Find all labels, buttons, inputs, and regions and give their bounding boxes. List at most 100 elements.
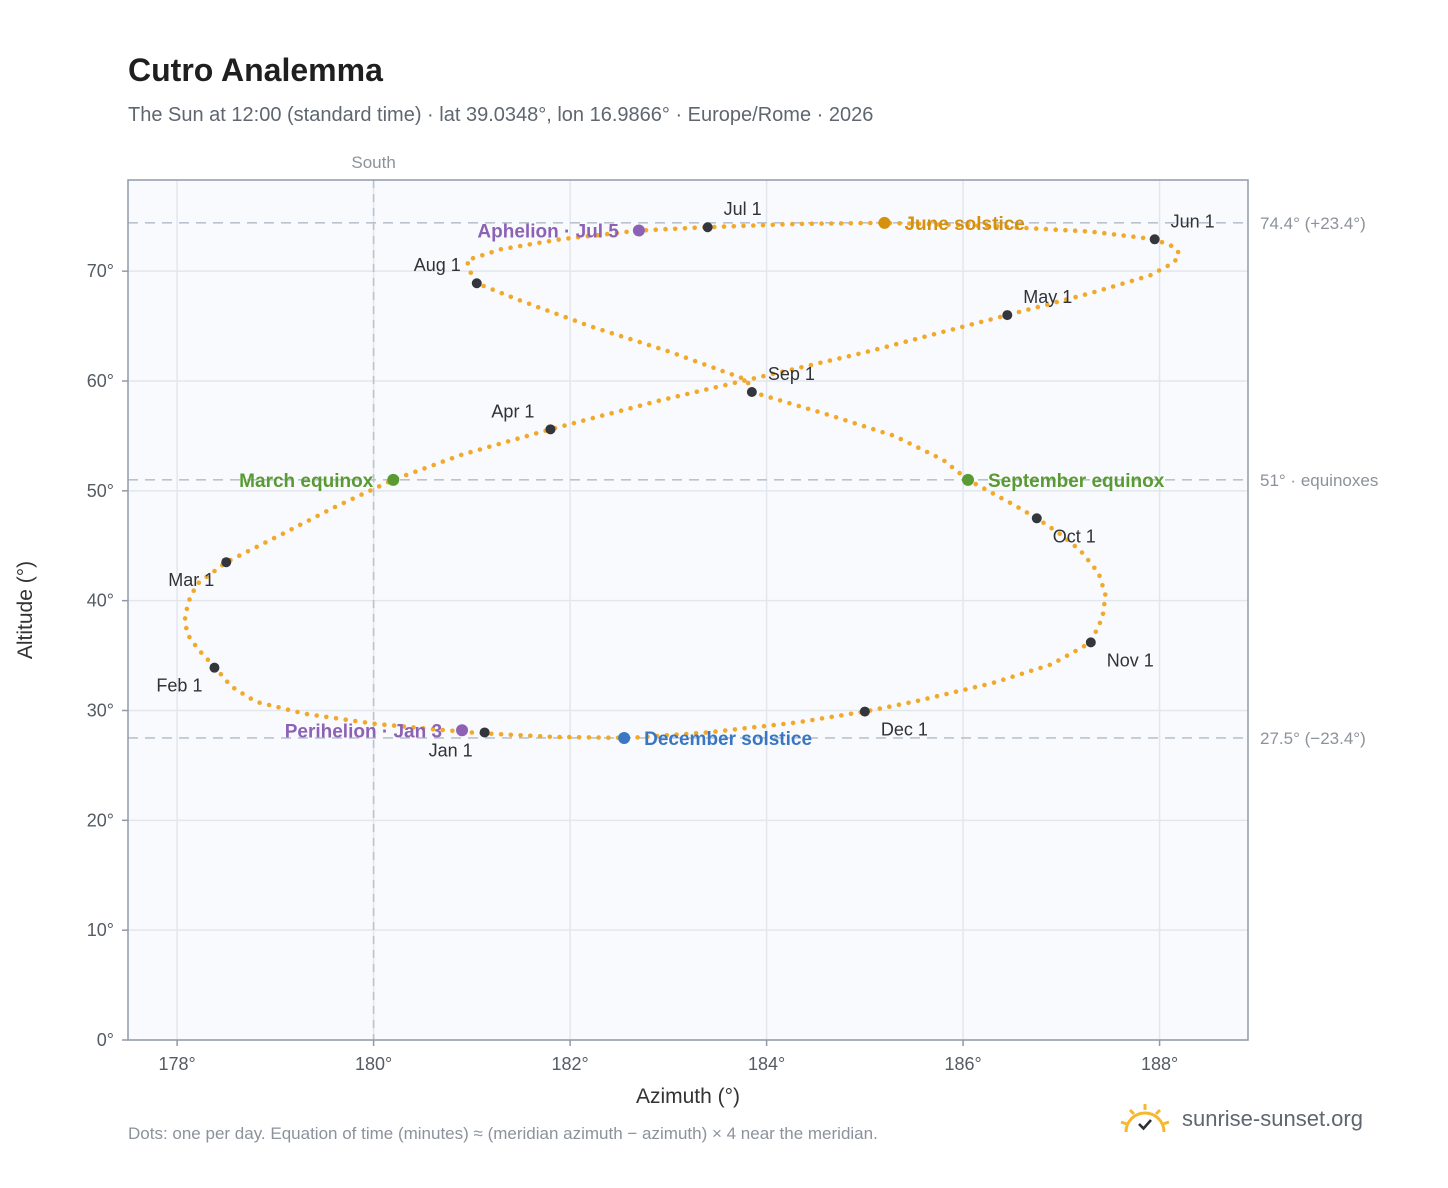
- day-dot: [751, 223, 756, 228]
- chart-footnote: Dots: one per day. Equation of time (min…: [128, 1124, 878, 1143]
- day-dot: [468, 270, 474, 276]
- day-dot: [955, 222, 961, 228]
- day-dot: [1173, 258, 1178, 263]
- day-dot: [761, 723, 767, 729]
- day-dot: [713, 385, 719, 390]
- day-dot: [915, 698, 921, 704]
- day-dot: [266, 702, 272, 708]
- event-label: March equinox: [239, 471, 374, 492]
- day-dot: [925, 696, 930, 701]
- day-dot: [240, 691, 245, 696]
- day-dot: [877, 706, 883, 711]
- event-label: Aphelion · Jul 5: [477, 222, 619, 243]
- day-dot: [628, 336, 633, 342]
- day-dot: [224, 679, 230, 684]
- day-dot: [770, 371, 776, 377]
- day-dot: [1035, 304, 1041, 310]
- y-tick-label: 10°: [87, 920, 114, 940]
- day-dot: [997, 314, 1003, 320]
- day-dot: [572, 318, 578, 323]
- reference-line-label: 74.4° (+23.4°): [1260, 214, 1366, 233]
- day-dot: [546, 238, 552, 244]
- day-dot: [218, 671, 224, 677]
- day-dot: [1100, 582, 1105, 588]
- day-dot: [1081, 643, 1087, 649]
- day-dot: [692, 225, 697, 231]
- day-dot: [665, 348, 670, 354]
- day-dot: [191, 588, 196, 593]
- x-tick-label: 188°: [1141, 1054, 1178, 1074]
- day-dot: [1092, 229, 1097, 235]
- y-axis-title: Altitude (°): [14, 561, 37, 659]
- day-dot: [1129, 278, 1135, 284]
- day-dot: [637, 339, 642, 345]
- day-dot: [796, 403, 802, 409]
- day-dot: [742, 378, 747, 383]
- day-dot: [618, 333, 624, 339]
- month-label: Jul 1: [724, 199, 762, 219]
- day-dot: [581, 321, 587, 327]
- day-dot: [205, 657, 211, 662]
- day-dot: [537, 734, 543, 739]
- day-dot: [950, 327, 956, 332]
- day-dot: [751, 376, 757, 381]
- day-dot: [953, 689, 959, 694]
- day-dot: [359, 492, 364, 497]
- day-dot: [508, 732, 514, 738]
- day-dot: [1049, 525, 1054, 531]
- day-dot: [600, 327, 605, 333]
- day-dot: [664, 733, 670, 738]
- day-dot: [856, 351, 861, 357]
- day-dot: [618, 408, 624, 414]
- day-dot: [1024, 225, 1029, 231]
- x-axis-title: Azimuth (°): [636, 1085, 740, 1108]
- day-dot: [880, 429, 885, 435]
- day-dot: [1103, 592, 1108, 597]
- plot-frame: [127, 179, 1249, 1041]
- day-dot: [324, 714, 329, 720]
- day-dot: [742, 726, 747, 731]
- day-dot: [1120, 281, 1125, 287]
- day-dot: [527, 242, 533, 247]
- sun-logo-icon: [1120, 1104, 1170, 1133]
- day-dot: [1072, 543, 1078, 549]
- day-dot: [280, 531, 286, 536]
- day-dot: [704, 387, 709, 392]
- month-markers: Jan 1 Feb 1 Mar 1 Apr 1 May 1 Jun 1 Jul 1 Aug 1…: [156, 199, 1214, 760]
- day-dot: [413, 469, 418, 475]
- day-dot: [614, 230, 620, 236]
- day-dot: [449, 456, 455, 461]
- day-dot: [372, 721, 377, 727]
- day-dot: [1175, 249, 1181, 255]
- day-dot: [1110, 284, 1116, 289]
- day-dot: [590, 324, 596, 330]
- day-dot: [1038, 665, 1043, 671]
- day-dot: [656, 345, 661, 351]
- day-dot: [196, 580, 202, 585]
- event-marker: [962, 473, 974, 486]
- day-dot: [533, 431, 539, 436]
- day-dot: [609, 410, 614, 416]
- day-dot: [723, 382, 728, 388]
- brand-logo[interactable]: sunrise-sunset.org: [1118, 1102, 1363, 1136]
- day-dot: [1014, 225, 1019, 230]
- day-dot: [465, 261, 471, 266]
- day-dot: [875, 346, 880, 352]
- day-dot: [674, 732, 679, 737]
- day-dot: [702, 362, 707, 367]
- day-dot: [933, 454, 939, 459]
- day-dot: [843, 418, 848, 423]
- day-dot: [609, 330, 615, 336]
- day-dot: [420, 726, 426, 731]
- month-marker: [221, 557, 232, 568]
- day-dot: [712, 224, 717, 230]
- day-dot: [720, 368, 725, 374]
- day-dot: [916, 445, 921, 451]
- day-dot: [656, 398, 662, 404]
- day-dot: [838, 221, 844, 226]
- day-dot: [682, 226, 688, 231]
- y-tick-label: 30°: [87, 700, 114, 720]
- day-dot: [430, 726, 436, 732]
- day-dot: [907, 441, 912, 446]
- day-dot: [1111, 232, 1117, 237]
